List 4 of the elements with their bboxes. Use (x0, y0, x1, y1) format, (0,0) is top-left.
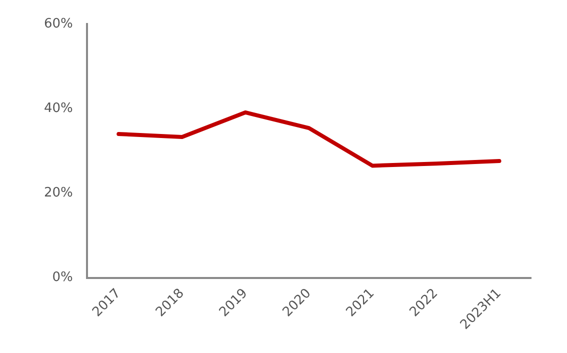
y-tick-label: 0% (52, 270, 73, 286)
y-tick-label: 40% (44, 100, 73, 116)
y-tick-label: 20% (44, 186, 73, 201)
y-tick-label: 60% (44, 16, 73, 32)
